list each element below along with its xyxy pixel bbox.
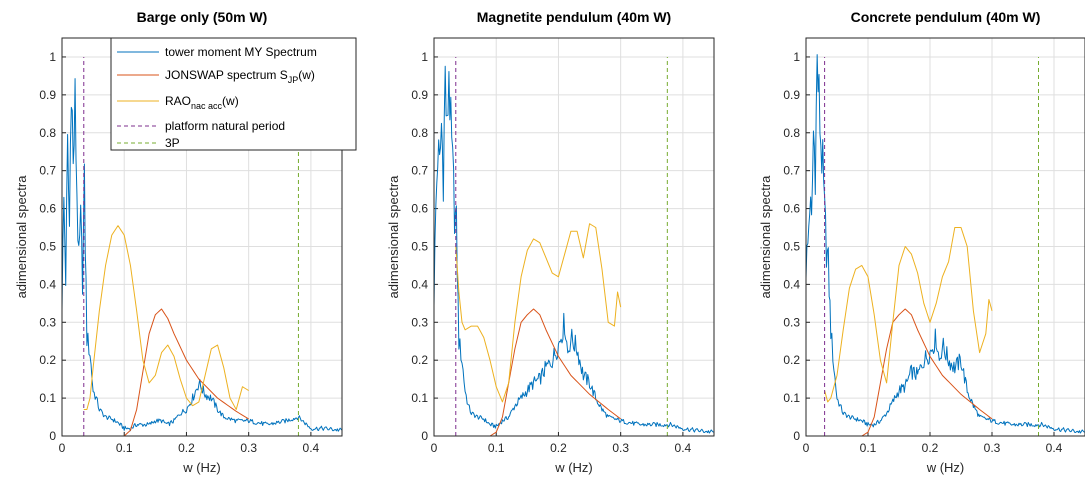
- y-tick-label: 0.4: [39, 277, 56, 291]
- y-axis-label: adimensional spectra: [386, 175, 401, 299]
- legend: tower moment MY Spectrum JONSWAP spectrum…: [110, 37, 357, 151]
- y-tick-label: 0.4: [411, 277, 428, 291]
- legend-label-three-p: 3P: [165, 136, 180, 150]
- y-tick-label: 0.9: [39, 88, 56, 102]
- x-tick-label: 0.4: [303, 441, 320, 455]
- y-tick-label: 0.9: [411, 88, 428, 102]
- x-tick-label: 0: [803, 441, 810, 455]
- series-line-rao: [824, 227, 993, 403]
- y-tick-label: 0.6: [783, 202, 800, 216]
- legend-label-jonswap: JONSWAP spectrum SJP(w): [165, 68, 315, 85]
- axis-box: [433, 37, 715, 437]
- chart-panel-barge-only: 0 0.1 0.2 0.3 0.4 0.5 0.6 0.7 0.8 0.9 1 0 0.1 0.2 0.3 0…: [14, 9, 357, 475]
- y-tick-label: 0.2: [783, 353, 800, 367]
- y-tick-label: 1: [49, 50, 56, 64]
- x-tick-label: 0.3: [240, 441, 257, 455]
- x-axis-label: w (Hz): [554, 460, 593, 475]
- series-group: [62, 56, 342, 436]
- y-tick-label: 0: [793, 429, 800, 443]
- y-tick-label: 0: [421, 429, 428, 443]
- x-axis-label: w (Hz): [926, 460, 965, 475]
- y-tick-label: 0.5: [783, 239, 800, 253]
- chart-title: Barge only (50m W): [137, 9, 268, 25]
- chart-title: Concrete pendulum (40m W): [851, 9, 1041, 25]
- series-group: [434, 56, 714, 436]
- y-tick-label: 0.6: [39, 202, 56, 216]
- series-line-spectrum: [62, 78, 342, 432]
- series-line-rao: [83, 225, 249, 410]
- x-tick-label: 0.4: [1046, 441, 1063, 455]
- y-tick-label: 0.1: [411, 391, 428, 405]
- y-tick-label: 0.3: [411, 315, 428, 329]
- series-line-jonswap: [861, 308, 993, 436]
- y-tick-label: 0.1: [783, 391, 800, 405]
- series-group: [806, 54, 1085, 436]
- x-tick-label: 0.3: [984, 441, 1001, 455]
- x-tick-label: 0.1: [860, 441, 877, 455]
- chart-panel-concrete-pendulum: 0 0.1 0.2 0.3 0.4 0.5 0.6 0.7 0.8 0.9 1 0 0.1 0.2 0.3 0…: [758, 9, 1085, 475]
- y-tick-label: 0.8: [39, 126, 56, 140]
- x-tick-label: 0: [59, 441, 66, 455]
- y-tick-label: 0.2: [411, 353, 428, 367]
- y-tick-label: 0.1: [39, 391, 56, 405]
- y-axis-label: adimensional spectra: [14, 175, 29, 299]
- y-tick-label: 0.9: [783, 88, 800, 102]
- y-tick-label: 0.3: [39, 315, 56, 329]
- legend-label-rao: RAOnac acc(w): [165, 94, 239, 111]
- y-axis-label: adimensional spectra: [758, 175, 773, 299]
- y-tick-label: 0.5: [411, 239, 428, 253]
- plot-area: [434, 38, 714, 436]
- chart-panel-magnetite-pendulum: 0 0.1 0.2 0.3 0.4 0.5 0.6 0.7 0.8 0.9 1 0 0.1 0.2 0.3 0…: [386, 9, 715, 475]
- x-tick-label: 0.2: [550, 441, 567, 455]
- x-tick-label: 0.2: [922, 441, 939, 455]
- x-tick-label: 0.1: [116, 441, 133, 455]
- y-tick-label: 0.4: [783, 277, 800, 291]
- series-line-jonswap: [123, 308, 249, 436]
- x-tick-label: 0.3: [612, 441, 629, 455]
- x-axis-label: w (Hz): [182, 460, 221, 475]
- chart-title: Magnetite pendulum (40m W): [477, 9, 671, 25]
- y-tick-label: 0.5: [39, 239, 56, 253]
- x-tick-label: 0.4: [675, 441, 692, 455]
- x-tick-label: 0.2: [178, 441, 195, 455]
- x-tick-label: 0.1: [488, 441, 505, 455]
- y-tick-label: 0.8: [783, 126, 800, 140]
- series-line-rao: [455, 223, 622, 403]
- legend-label-spectrum: tower moment MY Spectrum: [165, 45, 317, 59]
- series-line-spectrum: [806, 54, 1085, 434]
- plot-area: [806, 38, 1085, 436]
- x-tick-label: 0: [431, 441, 438, 455]
- y-tick-label: 0.7: [411, 164, 428, 178]
- y-tick-label: 0.3: [783, 315, 800, 329]
- y-tick-label: 1: [421, 50, 428, 64]
- y-tick-label: 0.7: [39, 164, 56, 178]
- series-line-jonswap: [489, 308, 621, 436]
- y-tick-label: 0: [49, 429, 56, 443]
- y-tick-label: 0.6: [411, 202, 428, 216]
- series-line-spectrum: [434, 65, 714, 434]
- y-tick-label: 0.8: [411, 126, 428, 140]
- legend-box: [110, 37, 357, 151]
- y-tick-label: 0.7: [783, 164, 800, 178]
- legend-label-natural-period: platform natural period: [165, 119, 285, 133]
- y-tick-label: 1: [793, 50, 800, 64]
- axis-box: [805, 37, 1085, 437]
- y-tick-label: 0.2: [39, 353, 56, 367]
